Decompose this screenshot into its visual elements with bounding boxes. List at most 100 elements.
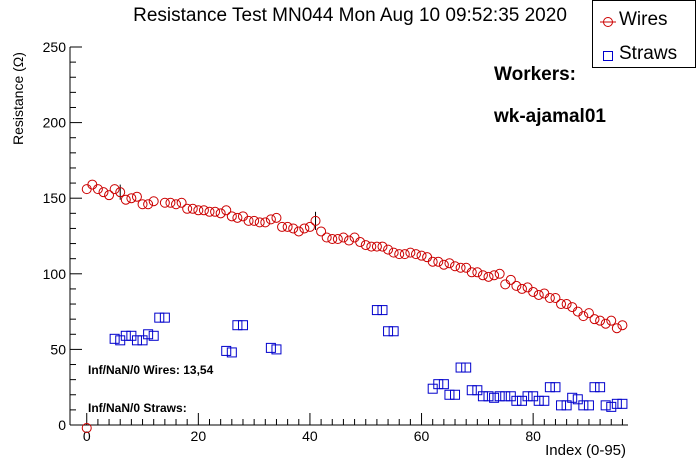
straw-point (572, 394, 583, 405)
straw-point (489, 392, 500, 403)
y-tick-label: 250 (43, 39, 67, 55)
wire-point (522, 282, 533, 293)
straw-point (561, 400, 572, 411)
wire-point (115, 187, 126, 198)
y-tick-label: 100 (43, 266, 67, 282)
straw-point (595, 382, 606, 393)
wire-point (433, 256, 444, 267)
straw-point (500, 391, 511, 402)
straw-point (494, 391, 505, 402)
straw-point (483, 391, 494, 402)
straw-point (606, 401, 617, 412)
straw-point (226, 347, 237, 358)
straw-point (450, 389, 461, 400)
wire-point (338, 232, 349, 243)
inf-straws-note: Inf/NaN/0 Straws: (88, 401, 187, 415)
wire-point (528, 286, 539, 297)
y-axis-label: Resistance (Ω) (10, 52, 26, 145)
workers-title: Workers: (494, 64, 577, 85)
straw-point (377, 305, 388, 316)
wire-point (137, 199, 148, 210)
straw-point (611, 398, 622, 409)
wire-point (366, 241, 377, 252)
wire-point (561, 299, 572, 310)
straw-point (120, 330, 131, 341)
legend-label-straws: Straws (619, 43, 678, 64)
wire-point (572, 306, 583, 317)
wire-point (304, 221, 315, 232)
wire-point (210, 206, 221, 217)
straw-point (583, 400, 594, 411)
wire-point (243, 215, 254, 226)
wire-point (81, 184, 92, 195)
wire-point (120, 194, 131, 205)
wire-point (511, 280, 522, 291)
wire-point (87, 179, 98, 190)
straw-point (371, 305, 382, 316)
wire-point (399, 249, 410, 260)
wire-point (383, 244, 394, 255)
x-tick-label: 40 (302, 428, 318, 444)
wire-point (617, 320, 628, 331)
wire-point (600, 318, 611, 329)
circle-marker-icon (600, 17, 616, 27)
y-tick-label: 200 (43, 115, 67, 131)
wire-point (355, 237, 366, 248)
wire-point (477, 270, 488, 281)
wire-point (148, 196, 159, 207)
wire-point (466, 267, 477, 278)
wire-point (182, 203, 193, 214)
wire-point (254, 217, 265, 228)
wire-point (427, 256, 438, 267)
wire-point (472, 267, 483, 278)
legend-entry-straws: Straws (593, 39, 695, 69)
straw-point (388, 326, 399, 337)
straw-point (137, 335, 148, 346)
square-marker-icon (603, 51, 613, 61)
straw-point (550, 382, 561, 393)
straw-point (383, 326, 394, 337)
straw-point (539, 395, 550, 406)
wire-point (204, 206, 215, 217)
wire-point (416, 250, 427, 261)
x-tick-label: 60 (414, 428, 430, 444)
chart-title: Resistance Test MN044 Mon Aug 10 09:52:3… (133, 5, 567, 26)
wire-point (310, 215, 321, 226)
straw-point (589, 382, 600, 393)
workers-name: wk-ajamal01 (494, 106, 606, 127)
wire-point (371, 241, 382, 252)
straw-point (271, 344, 282, 355)
wire-point (232, 212, 243, 223)
wire-point (344, 235, 354, 246)
wire-point (500, 279, 511, 290)
wire-point (288, 223, 299, 234)
straw-point (444, 389, 455, 400)
wire-point (377, 241, 388, 252)
wire-point (595, 315, 606, 326)
wire-point (578, 311, 589, 322)
wire-point (131, 191, 142, 202)
wire-point (388, 247, 399, 258)
straw-point (617, 398, 628, 409)
straw-point (109, 333, 120, 344)
x-tick-label: 20 (191, 428, 207, 444)
wire-point (394, 249, 405, 260)
wire-point (544, 292, 555, 303)
wire-point (450, 261, 461, 272)
straw-point (148, 330, 159, 341)
wire-point (410, 249, 421, 260)
wire-point (583, 308, 594, 319)
wire-point (444, 258, 455, 269)
wire-point (327, 234, 338, 245)
x-tick-label: 80 (525, 428, 541, 444)
wire-point (321, 232, 332, 243)
straw-point (556, 400, 567, 411)
straw-point (567, 392, 578, 403)
straw-point (477, 391, 488, 402)
wire-point (165, 197, 176, 208)
wire-point (360, 240, 371, 251)
straw-point (237, 320, 248, 331)
wire-point (550, 292, 561, 303)
wire-point (516, 283, 527, 294)
